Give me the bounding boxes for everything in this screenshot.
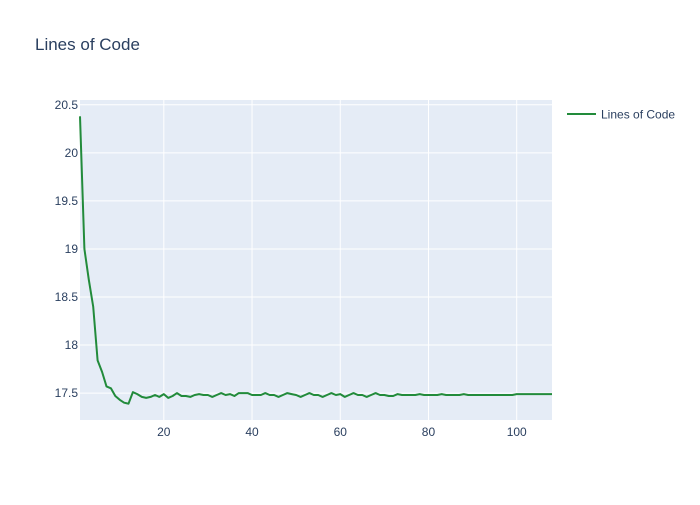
y-tick-label: 17.5 — [55, 386, 79, 400]
series-layer — [79, 116, 552, 405]
chart-title: Lines of Code — [35, 35, 140, 54]
x-tick-label: 80 — [422, 425, 436, 439]
y-tick-label: 18.5 — [55, 290, 79, 304]
x-tick-label: 20 — [157, 425, 171, 439]
y-tick-label: 19 — [65, 242, 79, 256]
y-tick-label: 18 — [65, 338, 79, 352]
legend-label: Lines of Code — [601, 108, 675, 122]
plot-area — [80, 100, 552, 420]
x-tick-label: 60 — [334, 425, 348, 439]
y-axis-ticks: 17.5 18 18.5 19 19.5 20 20.5 — [55, 98, 79, 400]
y-tick-label: 19.5 — [55, 194, 79, 208]
x-tick-label: 100 — [507, 425, 527, 439]
y-tick-label: 20.5 — [55, 98, 79, 112]
series-line-lines-of-code[interactable] — [79, 116, 552, 405]
legend[interactable]: Lines of Code — [567, 108, 675, 122]
x-axis-ticks: 20 40 60 80 100 — [157, 425, 527, 439]
x-tick-label: 40 — [245, 425, 259, 439]
y-gridlines — [80, 104, 552, 394]
y-tick-label: 20 — [65, 146, 79, 160]
